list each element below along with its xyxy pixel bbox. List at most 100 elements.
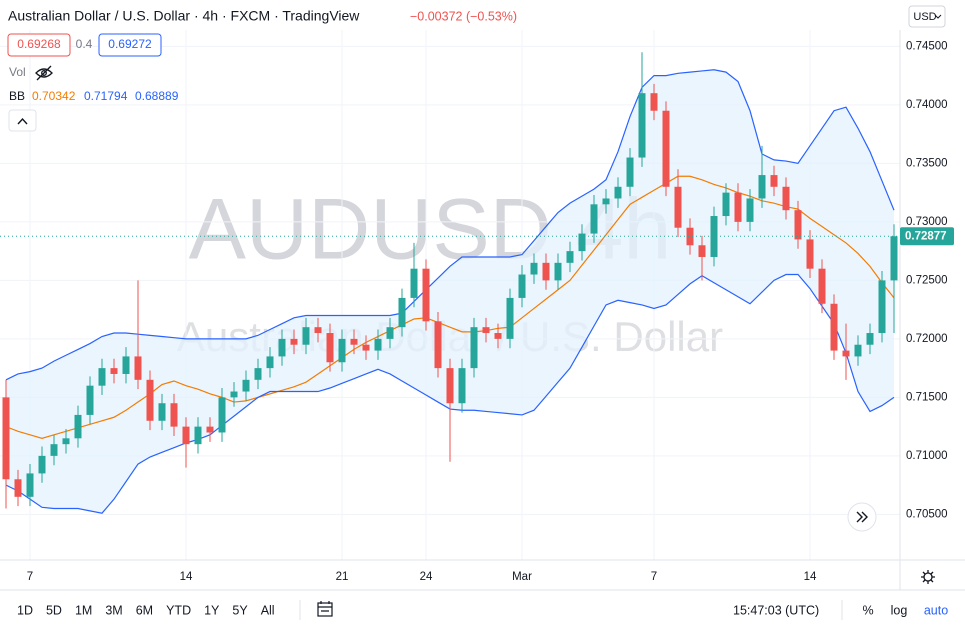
candle-body <box>194 426 202 445</box>
range-button[interactable]: 1Y <box>204 603 220 617</box>
candle-body <box>854 344 862 357</box>
candle-body <box>254 368 262 380</box>
plot-layer <box>0 52 900 514</box>
candle-body <box>158 403 166 421</box>
candle-body <box>218 397 226 433</box>
candle-body <box>2 397 10 480</box>
candle-body <box>614 186 622 199</box>
gear-teeth <box>921 570 935 584</box>
candle-body <box>410 268 418 298</box>
y-tick-label: 0.71000 <box>906 450 948 462</box>
candle-body <box>722 192 730 217</box>
range-button[interactable]: All <box>261 603 275 617</box>
y-tick-label: 0.74500 <box>906 40 948 52</box>
clock: 15:47:03 (UTC) <box>733 603 819 617</box>
dropdown-arrow <box>934 14 942 19</box>
last-price-tag <box>900 227 954 246</box>
calendar-lines <box>318 601 332 612</box>
candle-body <box>362 344 370 351</box>
candle-body <box>674 186 682 228</box>
candle-body <box>782 186 790 211</box>
candle-body <box>890 236 898 281</box>
candle-body <box>866 333 874 345</box>
log-toggle[interactable]: log <box>891 603 908 617</box>
candle-body <box>602 198 610 205</box>
candle-body <box>842 350 850 357</box>
x-tick-label: 24 <box>420 571 433 583</box>
gear-ring <box>923 572 933 582</box>
auto-toggle[interactable]: auto <box>924 603 948 617</box>
range-button[interactable]: 3M <box>105 603 122 617</box>
candle-body <box>662 110 670 187</box>
candle-body <box>470 327 478 369</box>
candle-body <box>446 368 454 404</box>
x-tick-label: 7 <box>651 571 657 583</box>
y-tick-label: 0.73000 <box>906 216 948 228</box>
candle-body <box>518 274 526 298</box>
candle-body <box>578 233 586 252</box>
candle-body <box>758 175 766 199</box>
bid-price: 0.69268 <box>17 37 61 51</box>
candle-body <box>50 444 58 456</box>
symbol-title: Australian Dollar / U.S. Dollar · 4h · F… <box>8 8 360 24</box>
candle-body <box>506 297 514 339</box>
date-range-icon[interactable] <box>317 601 333 617</box>
y-tick-label: 0.73500 <box>906 157 948 169</box>
candle-body <box>122 356 130 374</box>
candle-body <box>242 379 250 392</box>
currency: USD <box>913 11 936 23</box>
bid-box[interactable] <box>7 33 71 57</box>
candle-body <box>626 157 634 187</box>
eye-off-icon[interactable] <box>35 65 53 81</box>
range-button[interactable]: 6M <box>136 603 153 617</box>
x-tick-label: Mar <box>512 571 532 583</box>
x-tick-label: 21 <box>336 571 349 583</box>
candle-body <box>494 333 502 339</box>
candle-body <box>566 251 574 263</box>
candle-body <box>638 93 646 158</box>
spread: 0.4 <box>76 37 93 51</box>
range-button[interactable]: 5Y <box>232 603 248 617</box>
candle-body <box>98 368 106 386</box>
currency-button[interactable] <box>908 5 946 28</box>
candle-body <box>770 175 778 187</box>
calendar-frame <box>317 602 333 617</box>
candle-body <box>230 391 238 398</box>
percent-toggle[interactable]: % <box>862 603 873 617</box>
candle-body <box>14 479 22 497</box>
candle-body <box>590 204 598 234</box>
candle-body <box>818 268 826 304</box>
range-button[interactable]: YTD <box>166 603 191 617</box>
bb-value-upper: 0.71794 <box>84 89 128 103</box>
volume-label: Vol <box>9 65 26 79</box>
ask-price: 0.69272 <box>108 37 152 51</box>
candle-body <box>146 379 154 421</box>
scroll-icon <box>856 511 868 523</box>
ask-box[interactable] <box>98 33 162 57</box>
candle-body <box>386 327 394 339</box>
range-button[interactable]: 5D <box>46 603 62 617</box>
candle-body <box>542 262 550 281</box>
x-tick-label: 14 <box>804 571 817 583</box>
candle-body <box>794 210 802 240</box>
candle-body <box>374 338 382 351</box>
range-button[interactable]: 1D <box>17 603 33 617</box>
candle-body <box>554 262 562 281</box>
candle-body <box>314 327 322 334</box>
candle-body <box>110 368 118 374</box>
bollinger-line <box>5 69 895 381</box>
candle-body <box>350 338 358 345</box>
candle-body <box>710 216 718 257</box>
settings-gear[interactable] <box>921 570 935 584</box>
collapse-button[interactable] <box>8 109 37 132</box>
eye-pupil <box>41 70 47 76</box>
y-tick-label: 0.71500 <box>906 391 948 403</box>
eye-slash <box>36 65 52 81</box>
range-button[interactable]: 1M <box>75 603 92 617</box>
x-tick-label: 14 <box>180 571 193 583</box>
last-price-label: 0.72877 <box>905 230 947 242</box>
candle-body <box>326 333 334 363</box>
y-tick-label: 0.72500 <box>906 274 948 286</box>
candle-body <box>86 385 94 415</box>
candle-body <box>170 403 178 427</box>
